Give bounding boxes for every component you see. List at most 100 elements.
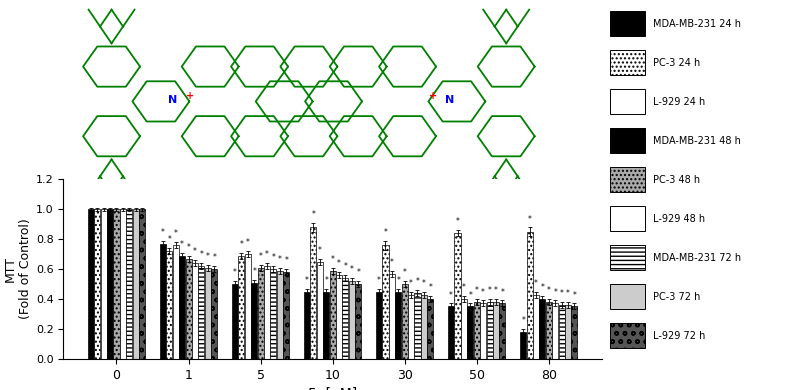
Bar: [257, 268, 264, 359]
Text: L-929 48 h: L-929 48 h: [653, 214, 706, 223]
Bar: [610, 89, 645, 114]
Text: *: *: [501, 288, 505, 297]
Text: N: N: [445, 94, 455, 105]
Bar: [480, 303, 486, 359]
Bar: [323, 291, 329, 359]
Text: *: *: [573, 291, 577, 300]
Text: *: *: [331, 255, 334, 264]
Text: *: *: [546, 286, 550, 295]
Bar: [610, 206, 645, 231]
Bar: [245, 254, 251, 359]
Text: *: *: [324, 276, 328, 285]
Text: *: *: [527, 215, 531, 223]
Bar: [348, 281, 355, 359]
Bar: [383, 245, 389, 359]
Text: *: *: [305, 276, 309, 285]
Bar: [139, 209, 145, 359]
Text: L-929 72 h: L-929 72 h: [653, 331, 706, 340]
Text: *: *: [377, 276, 381, 285]
Bar: [270, 269, 276, 359]
Text: *: *: [272, 254, 276, 262]
Text: MDA-MB-231 24 h: MDA-MB-231 24 h: [653, 19, 741, 28]
Text: *: *: [187, 243, 191, 252]
Bar: [455, 233, 461, 359]
Bar: [101, 209, 107, 359]
Text: *: *: [233, 268, 237, 277]
Bar: [427, 299, 433, 359]
Bar: [402, 284, 408, 359]
Text: *: *: [462, 283, 466, 292]
Bar: [310, 227, 317, 359]
Text: *: *: [422, 279, 426, 288]
Text: *: *: [161, 228, 165, 237]
Text: *: *: [318, 246, 322, 255]
Bar: [356, 284, 361, 359]
Text: *: *: [239, 240, 243, 249]
Text: *: *: [259, 252, 262, 261]
Text: *: *: [212, 254, 216, 262]
Bar: [304, 291, 310, 359]
Bar: [467, 307, 474, 359]
Text: *: *: [246, 238, 249, 247]
Text: *: *: [356, 268, 360, 277]
Text: *: *: [383, 228, 387, 237]
Text: *: *: [540, 283, 544, 292]
Bar: [192, 263, 198, 359]
Text: *: *: [494, 286, 498, 295]
Bar: [276, 271, 283, 359]
Bar: [317, 262, 323, 359]
Bar: [499, 303, 505, 359]
Bar: [336, 275, 342, 359]
Text: *: *: [337, 259, 341, 268]
Bar: [185, 259, 192, 359]
Bar: [88, 209, 94, 359]
Text: *: *: [560, 289, 564, 298]
Text: *: *: [284, 256, 288, 265]
Text: PC-3 24 h: PC-3 24 h: [653, 58, 701, 67]
Bar: [284, 272, 289, 359]
Bar: [113, 209, 120, 359]
Bar: [474, 302, 480, 359]
Bar: [342, 278, 348, 359]
Text: L-929 24 h: L-929 24 h: [653, 97, 706, 106]
Bar: [558, 305, 565, 359]
Bar: [421, 294, 427, 359]
Text: *: *: [265, 250, 269, 259]
Bar: [232, 284, 238, 359]
Text: *: *: [206, 252, 210, 261]
Bar: [107, 209, 113, 359]
Text: *: *: [566, 289, 570, 298]
Bar: [610, 128, 645, 153]
Text: *: *: [181, 240, 184, 249]
Text: *: *: [200, 250, 204, 259]
Bar: [395, 291, 402, 359]
Bar: [133, 209, 139, 359]
Text: +: +: [186, 91, 194, 101]
Bar: [533, 294, 539, 359]
Text: MDA-MB-231 72 h: MDA-MB-231 72 h: [653, 253, 741, 262]
Bar: [198, 266, 204, 359]
Text: *: *: [252, 267, 256, 276]
Bar: [166, 251, 173, 359]
Text: *: *: [396, 276, 400, 285]
Bar: [126, 209, 132, 359]
Text: *: *: [534, 279, 538, 288]
Text: PC-3 48 h: PC-3 48 h: [653, 175, 701, 184]
Text: *: *: [455, 218, 459, 227]
Text: *: *: [350, 265, 354, 274]
Bar: [329, 271, 336, 359]
Text: *: *: [173, 229, 177, 238]
Text: *: *: [482, 288, 485, 297]
Text: *: *: [409, 279, 413, 288]
Text: *: *: [521, 316, 525, 325]
Bar: [120, 209, 126, 359]
Bar: [389, 274, 395, 359]
X-axis label: 5, [μM]: 5, [μM]: [308, 387, 357, 390]
Y-axis label: MTT
(Fold of Control): MTT (Fold of Control): [4, 219, 32, 319]
Bar: [610, 11, 645, 36]
Text: *: *: [449, 291, 453, 300]
Bar: [264, 266, 270, 359]
Bar: [179, 256, 185, 359]
Text: *: *: [474, 286, 478, 295]
Bar: [571, 307, 577, 359]
